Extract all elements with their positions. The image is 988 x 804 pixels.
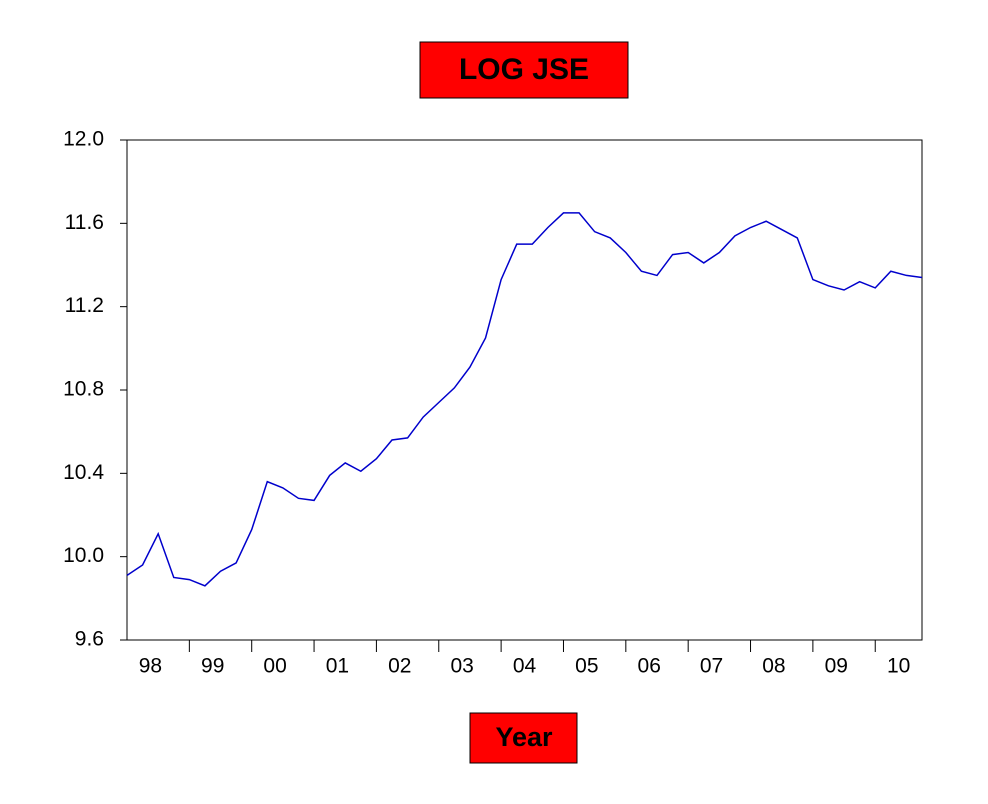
x-tick-label: 07 [700,655,723,678]
x-tick-label: 05 [575,655,598,678]
x-tick-label: 03 [450,655,473,678]
y-tick-label: 12.0 [63,128,104,151]
data-line [126,212,923,587]
y-tick-label: 11.2 [65,294,104,317]
x-tick-label: 06 [638,655,661,678]
x-tick-label: 98 [139,655,162,678]
x-tick-label: 00 [263,655,286,678]
x-tick-label: 02 [388,655,411,678]
x-tick-label: 08 [762,655,785,678]
plot-frame [126,139,923,641]
chart-title: LOG JSE [459,53,589,86]
y-tick-label: 10.0 [63,544,104,567]
x-tick-label: 01 [326,655,349,678]
x-tick-label: 10 [887,655,910,678]
y-tick-label: 11.6 [65,211,104,234]
y-tick-label: 10.8 [63,378,104,401]
x-tick-label: 99 [201,655,224,678]
y-tick-label: 10.4 [63,461,104,484]
x-label-box [469,712,578,764]
x-tick-label: 04 [513,655,537,678]
x-tick-label: 09 [825,655,848,678]
x-axis-label: Year [495,722,553,752]
y-tick-label: 9.6 [75,628,104,651]
title-box [419,41,629,99]
